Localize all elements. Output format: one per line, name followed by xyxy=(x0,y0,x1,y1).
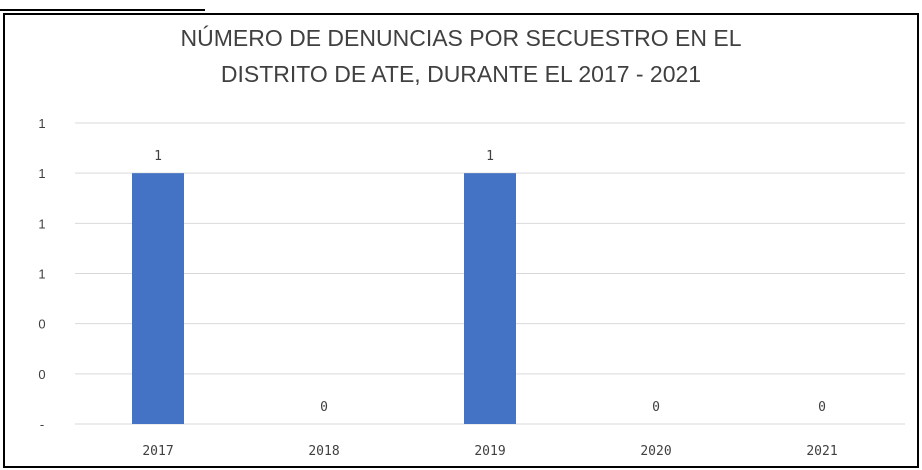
data-label-2021: 0 xyxy=(818,400,826,415)
y-tick-label: 1 xyxy=(38,166,45,181)
data-label-2018: 0 xyxy=(320,400,328,415)
y-axis-ticks: - 0 0 1 1 1 1 xyxy=(38,116,45,432)
bar-2017 xyxy=(132,173,184,424)
x-axis-categories: 2017 2018 2019 2020 2021 xyxy=(142,444,837,459)
chart-title-line-2: DISTRITO DE ATE, DURANTE EL 2017 - 2021 xyxy=(221,61,701,87)
chart-border xyxy=(3,13,919,468)
data-label-2020: 0 xyxy=(652,400,660,415)
chart-title-line-1: NÚMERO DE DENUNCIAS POR SECUESTRO EN EL xyxy=(180,25,741,51)
y-tick-label: 1 xyxy=(38,267,45,282)
y-tick-label: 1 xyxy=(38,216,45,231)
y-tick-label: 1 xyxy=(38,116,45,131)
bars xyxy=(132,173,516,424)
data-label-2017: 1 xyxy=(154,149,162,164)
bar-2019 xyxy=(464,173,516,424)
y-tick-label: 0 xyxy=(38,317,45,332)
x-tick-label-2018: 2018 xyxy=(308,444,339,459)
y-tick-label: 0 xyxy=(38,367,45,382)
data-labels: 1 0 1 0 0 xyxy=(154,149,826,415)
gridlines xyxy=(75,122,905,425)
x-tick-label-2017: 2017 xyxy=(142,444,173,459)
x-tick-label-2020: 2020 xyxy=(640,444,671,459)
data-label-2019: 1 xyxy=(486,149,494,164)
x-tick-label-2021: 2021 xyxy=(806,444,837,459)
x-tick-label-2019: 2019 xyxy=(474,444,505,459)
y-tick-label: - xyxy=(40,417,44,432)
